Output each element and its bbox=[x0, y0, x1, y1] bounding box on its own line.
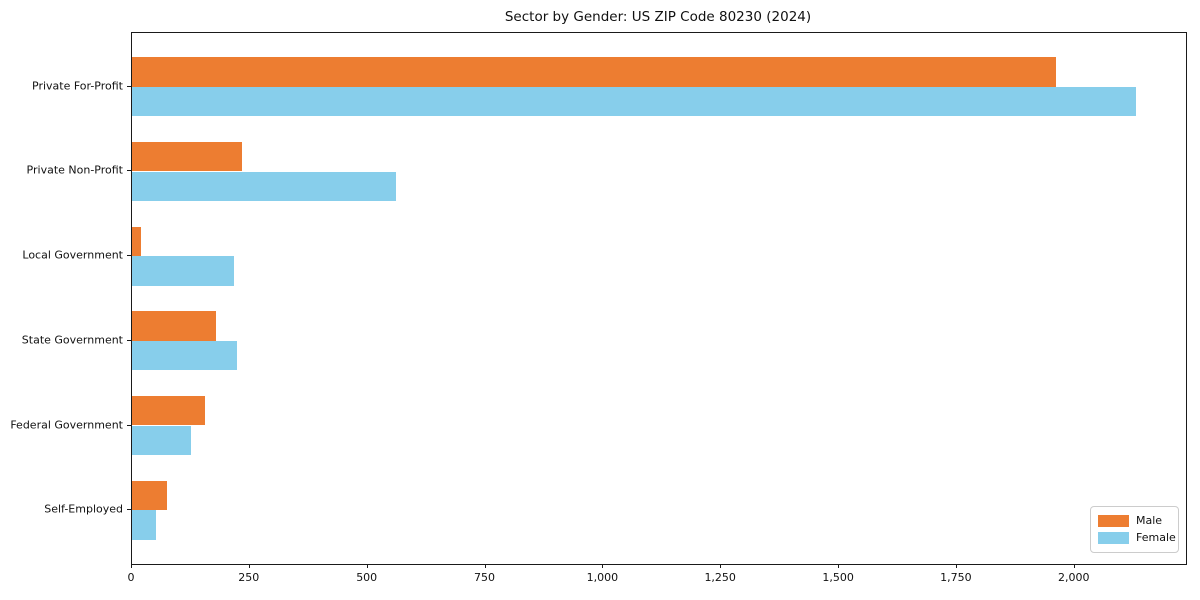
x-tick-mark bbox=[1073, 564, 1075, 568]
legend-swatch-female bbox=[1098, 532, 1129, 544]
bar-female bbox=[132, 256, 235, 286]
bar-female bbox=[132, 86, 1136, 117]
y-tick-mark bbox=[127, 509, 131, 511]
x-tick-label: 250 bbox=[238, 571, 260, 584]
legend: Male Female bbox=[1090, 506, 1179, 553]
bar-male bbox=[132, 141, 242, 172]
legend-label-male: Male bbox=[1136, 514, 1163, 527]
y-tick-label: Federal Government bbox=[10, 418, 123, 432]
x-tick-mark bbox=[955, 564, 957, 568]
x-tick-label: 0 bbox=[127, 571, 135, 584]
x-tick-label: 500 bbox=[356, 571, 378, 584]
bar-male bbox=[132, 311, 217, 341]
legend-label-female: Female bbox=[1136, 531, 1176, 544]
x-tick-mark bbox=[248, 564, 250, 568]
y-tick-mark bbox=[127, 170, 131, 172]
x-tick-label: 750 bbox=[474, 571, 495, 584]
plot-area bbox=[131, 32, 1187, 565]
x-tick-mark bbox=[720, 564, 722, 568]
x-tick-label: 1,500 bbox=[822, 571, 854, 584]
x-tick-label: 1,250 bbox=[704, 571, 736, 584]
bar-male bbox=[132, 57, 1056, 87]
bar-female bbox=[132, 340, 237, 371]
legend-item-male: Male bbox=[1098, 515, 1178, 527]
y-tick-label: Private For-Profit bbox=[32, 79, 123, 93]
x-tick-mark bbox=[838, 564, 840, 568]
x-tick-label: 1,750 bbox=[940, 571, 972, 584]
chart-title: Sector by Gender: US ZIP Code 80230 (202… bbox=[504, 9, 812, 25]
y-tick-label: Private Non-Profit bbox=[26, 163, 123, 177]
y-tick-label: Local Government bbox=[22, 248, 123, 262]
bar-female bbox=[132, 171, 397, 202]
bar-male bbox=[132, 395, 206, 426]
y-tick-label: State Government bbox=[21, 333, 123, 347]
legend-swatch-male bbox=[1098, 515, 1129, 527]
x-tick-mark bbox=[131, 564, 132, 568]
legend-item-female: Female bbox=[1098, 532, 1178, 544]
x-tick-mark bbox=[366, 564, 368, 568]
bar-male bbox=[132, 480, 167, 511]
x-tick-mark bbox=[484, 564, 486, 568]
y-tick-mark bbox=[127, 424, 131, 426]
bar-male bbox=[132, 226, 141, 257]
y-tick-label: Self-Employed bbox=[44, 502, 123, 516]
x-tick-label: 2,000 bbox=[1058, 571, 1090, 584]
y-tick-mark bbox=[127, 85, 131, 87]
y-tick-mark bbox=[127, 255, 131, 257]
bar-female bbox=[132, 510, 156, 540]
bar-female bbox=[132, 425, 192, 456]
y-tick-mark bbox=[127, 339, 131, 341]
x-tick-mark bbox=[602, 564, 604, 568]
x-tick-label: 1,000 bbox=[586, 571, 619, 584]
